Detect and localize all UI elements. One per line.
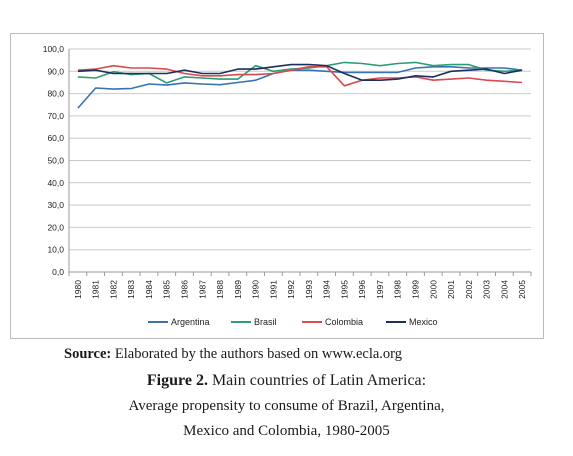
series-line-argentina [77,65,523,109]
x-tick-label: 1990 [251,280,261,299]
x-tick-label: 1993 [304,280,314,299]
x-tick-label: 1987 [197,280,207,299]
figure-title: Figure 2. Main countries of Latin Americ… [0,372,573,390]
figure-label: Figure 2. [146,372,208,389]
x-tick-label: 2005 [517,280,527,299]
x-tick-label: 2002 [464,280,474,299]
x-tick-label: 1991 [268,280,278,299]
y-tick-label: 0,0 [52,267,64,277]
x-tick-label: 1985 [162,280,172,299]
source-note: Source: Elaborated by the authors based … [64,346,402,363]
x-tick-label: 1994 [322,280,332,299]
x-tick-label: 1983 [126,280,136,299]
x-tick-label: 1982 [108,280,118,299]
x-tick-label: 1984 [144,280,154,299]
x-tick-label: 1989 [233,280,243,299]
x-tick-label: 1999 [411,280,421,299]
legend-label-mexico: Mexico [409,317,438,327]
x-tick-label: 1997 [375,280,385,299]
figure-title-text: Main countries of Latin America: [211,372,427,389]
y-tick-label: 20,0 [47,222,64,232]
legend-label-brasil: Brasil [254,317,277,327]
x-tick-label: 2000 [428,280,438,299]
y-tick-label: 10,0 [47,245,64,255]
y-tick-label: 80,0 [47,89,64,99]
x-tick-label: 1988 [215,280,225,299]
x-tick-label: 2001 [446,280,456,299]
figure-subtitle-line-2: Mexico and Colombia, 1980-2005 [183,423,390,439]
series-line-colombia [77,64,523,87]
y-tick-label: 30,0 [47,200,64,210]
figure-subtitle-line-1: Average propensity to consume of Brazil,… [128,398,445,414]
x-tick-label: 2003 [482,280,492,299]
series-line-brasil [77,61,523,84]
y-tick-label: 90,0 [47,66,64,76]
x-tick-label: 1992 [286,280,296,299]
source-label: Source: [64,346,112,362]
x-tick-label: 1981 [91,280,101,299]
x-tick-label: 1998 [393,280,403,299]
y-tick-label: 100,0 [43,44,65,54]
series-line-mexico [77,63,523,82]
source-text: Elaborated by the authors based on www.e… [114,346,402,362]
chart-frame: 0,0 10,0 20,0 30,0 40,0 50,0 60,0 70,0 80,0 90,0 1… [10,33,544,339]
line-chart: 0,0 10,0 20,0 30,0 40,0 50,0 60,0 70,0 80,0 90,0 1… [43,44,532,327]
x-tick-label: 1980 [73,280,83,299]
y-tick-label: 70,0 [47,111,64,121]
y-tick-label: 60,0 [47,133,64,143]
legend-label-argentina: Argentina [171,317,210,327]
legend-label-colombia: Colombia [325,317,363,327]
x-tick-label: 1996 [357,280,367,299]
x-tick-label: 1995 [339,280,349,299]
y-tick-label: 40,0 [47,178,64,188]
x-tick-label: 2004 [499,280,509,299]
x-tick-label: 1986 [180,280,190,299]
y-tick-label: 50,0 [47,156,64,166]
